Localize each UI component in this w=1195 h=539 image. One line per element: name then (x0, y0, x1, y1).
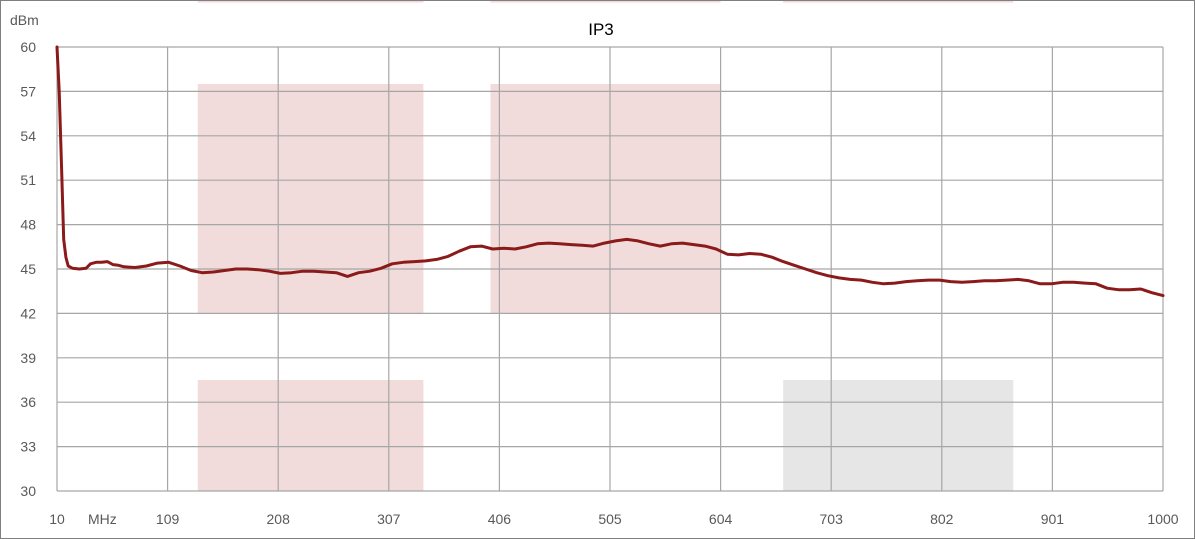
y-tick-label-48: 48 (20, 217, 36, 233)
x-tick-label-604: 604 (709, 511, 733, 527)
x-tick-label-802: 802 (930, 511, 954, 527)
y-tick-label-30: 30 (20, 483, 36, 499)
y-tick-label-57: 57 (20, 83, 36, 99)
shaded-band-6 (783, 380, 1014, 491)
shaded-band-7 (783, 0, 1014, 3)
x-tick-label-901: 901 (1041, 511, 1065, 527)
y-tick-label-36: 36 (20, 394, 36, 410)
series-line-1 (55, 45, 1165, 298)
y-tick-label-54: 54 (20, 128, 36, 144)
y-tick-label-51: 51 (20, 172, 36, 188)
shaded-bands (197, 0, 1014, 491)
y-tick-label-42: 42 (20, 305, 36, 321)
y-tick-label-45: 45 (20, 261, 36, 277)
grid-lines (56, 46, 1164, 492)
axis-labels: dBm MHz IP3 30 33 36 39 42 45 48 51 54 57 60 10 109 2… (10, 12, 1179, 527)
chart-title: IP3 (588, 20, 614, 39)
y-tick-label-33: 33 (20, 439, 36, 455)
shaded-band-3 (197, 0, 424, 3)
y-axis-unit-label: dBm (10, 12, 39, 28)
y-tick-label-60: 60 (20, 39, 36, 55)
x-axis-unit-label: MHz (88, 511, 117, 527)
x-tick-label-10: 10 (49, 511, 65, 527)
y-tick-label-39: 39 (20, 350, 36, 366)
x-tick-label-406: 406 (488, 511, 512, 527)
x-tick-label-307: 307 (377, 511, 401, 527)
series-lines (55, 45, 1165, 298)
x-tick-label-703: 703 (820, 511, 844, 527)
x-tick-label-208: 208 (267, 511, 291, 527)
shaded-band-5 (490, 0, 721, 3)
x-tick-label-1000: 1000 (1147, 511, 1178, 527)
shaded-band-1 (197, 84, 424, 314)
shaded-band-2 (197, 380, 424, 491)
x-tick-label-505: 505 (598, 511, 622, 527)
x-tick-label-109: 109 (156, 511, 180, 527)
shaded-band-4 (490, 84, 721, 314)
